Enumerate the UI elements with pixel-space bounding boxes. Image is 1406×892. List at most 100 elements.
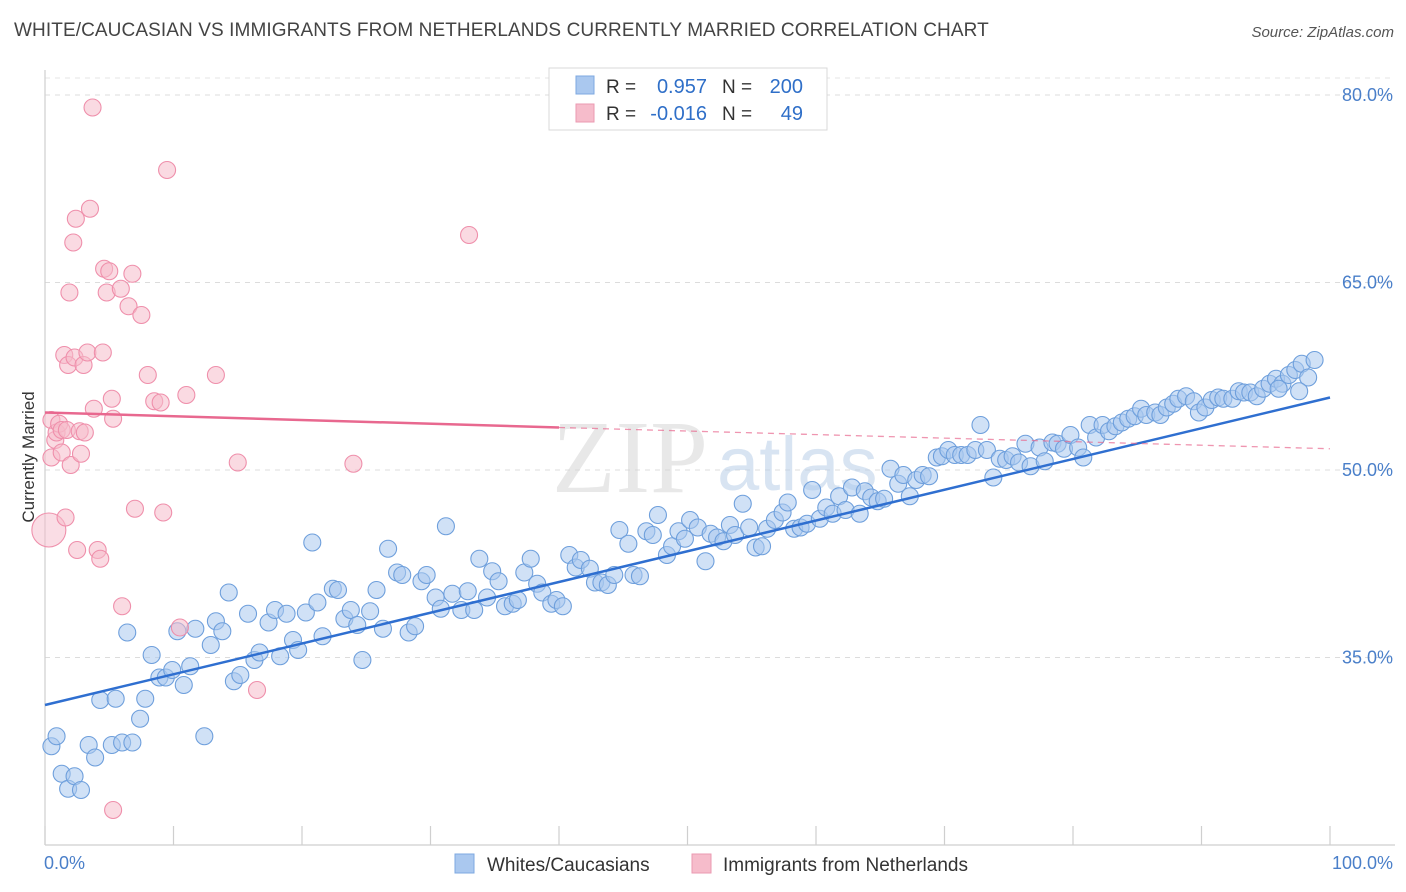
point-whites — [458, 582, 477, 601]
watermark: ZIP atlas — [552, 400, 878, 515]
trend-line-whites — [44, 396, 1331, 707]
point-whites — [142, 645, 161, 665]
point-whites — [231, 665, 250, 685]
point-whites — [106, 689, 125, 708]
legend-bottom-swatch-netherlands — [691, 853, 712, 874]
legend-swatch-whites — [575, 75, 595, 95]
point-netherlands — [228, 453, 247, 472]
point-netherlands — [31, 512, 67, 548]
point-netherlands — [91, 549, 110, 568]
legend-top-box — [548, 67, 828, 131]
legend-bottom-label-whites: Whites/Caucasians — [487, 855, 650, 876]
point-netherlands — [75, 423, 94, 442]
point-whites — [328, 580, 348, 600]
point-whites — [610, 520, 629, 540]
point-whites — [1269, 379, 1288, 398]
point-netherlands — [93, 343, 112, 362]
point-whites — [238, 604, 258, 623]
point-whites — [1305, 350, 1324, 370]
point-netherlands — [102, 389, 121, 408]
point-whites — [619, 534, 638, 553]
point-whites — [920, 467, 939, 486]
point-whites — [648, 505, 667, 525]
point-whites — [136, 689, 155, 708]
y-tick-labels: 35.0% 50.0% 65.0% 80.0% — [1342, 85, 1393, 668]
point-whites — [341, 600, 360, 620]
legend-r-label-netherlands: R = — [606, 104, 636, 125]
point-whites — [977, 440, 996, 460]
point-netherlands — [113, 597, 132, 616]
point-whites — [86, 748, 105, 767]
legend-bottom: Whites/Caucasians Immigrants from Nether… — [454, 853, 968, 876]
legend-bottom-label-netherlands: Immigrants from Netherlands — [723, 855, 968, 876]
point-whites — [1299, 368, 1318, 387]
point-whites — [752, 537, 772, 556]
point-netherlands — [247, 680, 267, 700]
point-whites — [521, 549, 540, 568]
point-whites — [393, 565, 412, 585]
y-axis-label: Currently Married — [19, 391, 38, 522]
point-netherlands — [154, 503, 173, 522]
point-whites — [201, 635, 220, 655]
point-whites — [308, 593, 327, 612]
series-whites-points — [42, 350, 1324, 800]
point-whites — [47, 727, 66, 746]
trend-lines — [44, 396, 1331, 707]
point-whites — [406, 617, 425, 636]
legend-n-value-whites: 200 — [770, 76, 803, 98]
point-whites — [367, 580, 386, 600]
point-whites — [778, 493, 797, 512]
point-whites — [186, 619, 205, 638]
point-whites — [174, 675, 193, 695]
point-whites — [696, 552, 715, 571]
point-whites — [643, 525, 662, 545]
point-netherlands — [151, 393, 170, 412]
point-whites — [675, 529, 694, 548]
point-whites — [361, 602, 380, 621]
point-whites — [489, 572, 508, 591]
point-netherlands — [60, 283, 79, 302]
y-tick-label: 65.0% — [1342, 273, 1393, 293]
legend-n-label-whites: N = — [722, 77, 752, 98]
legend-r-value-netherlands: -0.016 — [650, 103, 707, 125]
point-netherlands — [100, 262, 119, 281]
point-netherlands — [83, 98, 102, 117]
point-whites — [740, 518, 759, 537]
point-netherlands — [104, 800, 123, 820]
point-whites — [470, 549, 489, 568]
point-whites — [213, 622, 232, 641]
legend-swatch-netherlands — [575, 103, 595, 123]
point-netherlands — [78, 343, 97, 362]
point-netherlands — [80, 199, 100, 218]
point-netherlands — [52, 443, 71, 462]
point-netherlands — [111, 279, 130, 298]
x-tick-label-min: 0.0% — [44, 853, 85, 873]
chart-title: WHITE/CAUCASIAN VS IMMIGRANTS FROM NETHE… — [14, 20, 989, 41]
point-netherlands — [61, 455, 80, 475]
point-netherlands — [119, 297, 138, 316]
point-whites — [436, 517, 455, 536]
point-whites — [303, 533, 322, 552]
point-netherlands — [170, 618, 189, 637]
point-netherlands — [206, 365, 225, 385]
point-whites — [123, 733, 142, 752]
legend-r-value-whites: 0.957 — [657, 76, 707, 98]
point-netherlands — [344, 454, 363, 473]
point-netherlands — [68, 540, 87, 560]
point-whites — [443, 584, 462, 603]
point-netherlands — [158, 160, 177, 180]
legend-n-value-netherlands: 49 — [781, 103, 803, 125]
point-netherlands — [71, 444, 91, 463]
point-netherlands — [104, 409, 123, 428]
point-whites — [219, 583, 238, 602]
watermark-zip: ZIP — [552, 400, 708, 515]
point-whites — [277, 604, 296, 623]
point-whites — [296, 603, 315, 622]
point-whites — [971, 415, 990, 435]
point-netherlands — [56, 508, 75, 527]
legend-bottom-swatch-whites — [454, 853, 475, 874]
point-whites — [733, 494, 752, 513]
point-netherlands — [138, 365, 157, 385]
point-netherlands — [64, 233, 83, 252]
point-whites — [630, 567, 650, 586]
